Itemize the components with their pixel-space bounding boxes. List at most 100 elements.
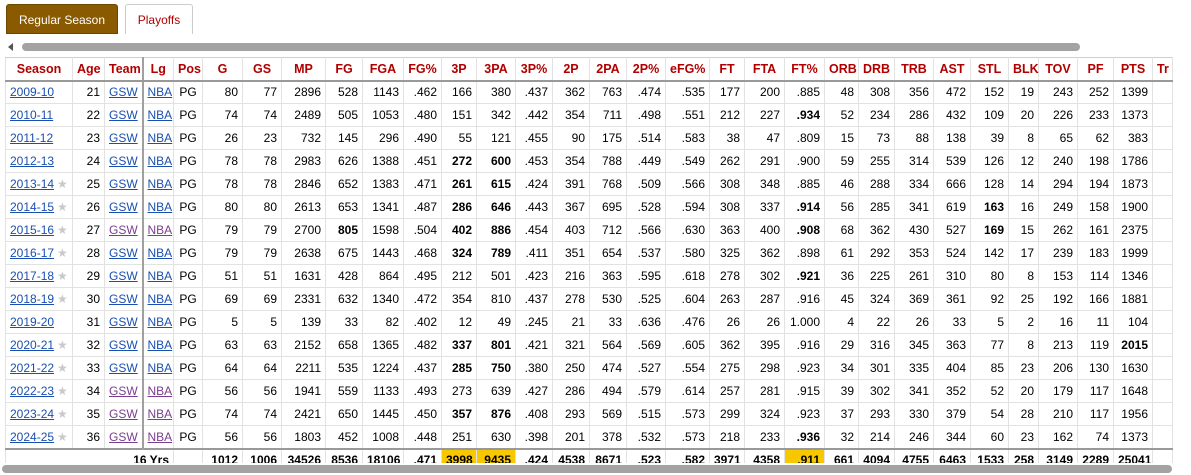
stat-cell-trunc xyxy=(1152,356,1173,380)
column-header-ast[interactable]: AST xyxy=(933,57,971,82)
team-link[interactable]: GSW xyxy=(109,246,138,260)
stats-table-container[interactable]: Season Age Team Lg Pos G GS MP FG FGA FG% 3P 3PA 3P% 2… xyxy=(5,57,1191,463)
column-header-3p[interactable]: 3P xyxy=(441,57,477,82)
column-header-stl[interactable]: STL xyxy=(970,57,1009,82)
season-link[interactable]: 2017-18 xyxy=(10,269,55,283)
league-link[interactable]: NBA xyxy=(147,154,173,168)
column-header-g[interactable]: G xyxy=(202,57,243,82)
league-link[interactable]: NBA xyxy=(147,85,173,100)
column-header-fta[interactable]: FTA xyxy=(744,57,785,82)
team-link[interactable]: GSW xyxy=(109,108,138,122)
scrollbar-thumb-bottom[interactable] xyxy=(2,465,1172,473)
column-header-orb[interactable]: ORB xyxy=(824,57,859,82)
team-link[interactable]: GSW xyxy=(109,200,138,214)
column-header-3p-pct[interactable]: 3P% xyxy=(515,57,553,82)
league-link[interactable]: NBA xyxy=(147,338,173,352)
horizontal-scrollbar-top[interactable] xyxy=(0,41,1191,53)
stat-cell-ft: 308 xyxy=(709,172,745,196)
column-header-ft-pct[interactable]: FT% xyxy=(784,57,825,82)
league-link[interactable]: NBA xyxy=(147,131,173,145)
league-link[interactable]: NBA xyxy=(147,177,173,191)
column-header-pf[interactable]: PF xyxy=(1077,57,1114,82)
league-link[interactable]: NBA xyxy=(147,315,173,329)
team-link[interactable]: GSW xyxy=(109,223,138,237)
column-header-lg[interactable]: Lg xyxy=(141,57,174,82)
column-header-2pa[interactable]: 2PA xyxy=(589,57,627,82)
column-header-age[interactable]: Age xyxy=(72,57,105,82)
column-header-2p[interactable]: 2P xyxy=(552,57,590,82)
column-header-mp[interactable]: MP xyxy=(281,57,326,82)
league-link[interactable]: NBA xyxy=(147,429,173,444)
league-link[interactable]: NBA xyxy=(147,108,173,122)
column-header-fga[interactable]: FGA xyxy=(362,57,404,82)
stat-cell-fga: 1224 xyxy=(362,356,404,380)
tab-playoffs[interactable]: Playoffs xyxy=(125,4,193,34)
column-header-3pa[interactable]: 3PA xyxy=(476,57,516,82)
horizontal-scrollbar-bottom[interactable] xyxy=(0,463,1191,475)
column-header-season[interactable]: Season xyxy=(5,57,73,82)
column-header-2p-pct[interactable]: 2P% xyxy=(626,57,666,82)
team-link[interactable]: GSW xyxy=(109,131,138,145)
league-link[interactable]: NBA xyxy=(147,384,173,398)
season-link[interactable]: 2014-15 xyxy=(10,200,55,214)
column-header-pts[interactable]: PTS xyxy=(1113,57,1153,82)
column-header-fg-pct[interactable]: FG% xyxy=(403,57,442,82)
tab-regular-season[interactable]: Regular Season xyxy=(6,4,118,34)
team-link[interactable]: GSW xyxy=(109,315,138,329)
season-link[interactable]: 2009-10 xyxy=(10,85,55,100)
team-link[interactable]: GSW xyxy=(109,407,138,421)
team-link[interactable]: GSW xyxy=(109,338,138,352)
team-link[interactable]: GSW xyxy=(109,85,138,100)
team-link[interactable]: GSW xyxy=(109,292,138,306)
column-header-fg[interactable]: FG xyxy=(325,57,363,82)
stat-cell-3pa: 789 xyxy=(476,241,516,265)
stat-cell-mp: 2846 xyxy=(281,172,326,196)
column-header-drb[interactable]: DRB xyxy=(858,57,895,82)
season-link[interactable]: 2018-19 xyxy=(10,292,55,306)
column-header-efg-pct[interactable]: eFG% xyxy=(665,57,710,82)
column-header-pos[interactable]: Pos xyxy=(173,57,203,82)
season-link[interactable]: 2023-24 xyxy=(10,407,55,421)
league-link[interactable]: NBA xyxy=(147,269,173,283)
league-link[interactable]: NBA xyxy=(147,223,173,237)
scroll-left-arrow-icon[interactable] xyxy=(8,43,13,51)
league-link[interactable]: NBA xyxy=(147,407,173,421)
season-link[interactable]: 2012-13 xyxy=(10,154,55,168)
column-header-tov[interactable]: TOV xyxy=(1038,57,1078,82)
season-link[interactable]: 2020-21 xyxy=(10,338,55,352)
column-header-ft[interactable]: FT xyxy=(709,57,745,82)
team-link[interactable]: GSW xyxy=(109,154,138,168)
season-link[interactable]: 2010-11 xyxy=(10,108,54,122)
column-header-tr[interactable]: Tr xyxy=(1152,57,1173,82)
season-link[interactable]: 2021-22 xyxy=(10,361,55,375)
season-link[interactable]: 2022-23 xyxy=(10,384,55,398)
league-link[interactable]: NBA xyxy=(147,292,173,306)
league-link[interactable]: NBA xyxy=(147,361,173,375)
team-link[interactable]: GSW xyxy=(109,177,138,191)
season-link[interactable]: 2019-20 xyxy=(10,315,55,329)
season-link[interactable]: 2024-25 xyxy=(10,429,55,444)
season-link[interactable]: 2011-12 xyxy=(10,131,54,145)
career-total-cell: 2289 xyxy=(1077,447,1114,463)
all-star-icon: ★ xyxy=(57,177,68,191)
league-link[interactable]: NBA xyxy=(147,246,173,260)
scrollbar-thumb[interactable] xyxy=(22,43,1080,51)
team-link[interactable]: GSW xyxy=(109,384,138,398)
league-link[interactable]: NBA xyxy=(147,200,173,214)
column-header-blk[interactable]: BLK xyxy=(1008,57,1039,82)
stat-cell-ft: 26 xyxy=(709,310,745,334)
stat-cell-mp: 2638 xyxy=(281,241,326,265)
team-link[interactable]: GSW xyxy=(109,269,138,283)
stat-cell-gs: 74 xyxy=(242,103,282,127)
team-link[interactable]: GSW xyxy=(109,361,138,375)
team-link[interactable]: GSW xyxy=(109,429,138,444)
season-link[interactable]: 2013-14 xyxy=(10,177,55,191)
stat-cell-trunc xyxy=(1152,103,1173,127)
column-header-trb[interactable]: TRB xyxy=(894,57,934,82)
stat-cell-blk: 23 xyxy=(1008,425,1039,449)
column-header-team[interactable]: Team xyxy=(104,57,143,82)
stat-cell-fta: 302 xyxy=(744,264,785,288)
season-link[interactable]: 2015-16 xyxy=(10,223,55,237)
column-header-gs[interactable]: GS xyxy=(242,57,282,82)
season-link[interactable]: 2016-17 xyxy=(10,246,55,260)
